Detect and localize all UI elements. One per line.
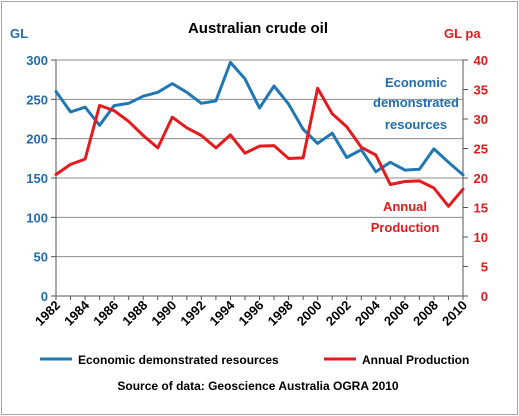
left-axis-tick-label: 100 bbox=[26, 210, 48, 225]
chart-title: Australian crude oil bbox=[188, 20, 328, 37]
left-axis-tick-label: 150 bbox=[26, 171, 48, 186]
x-axis-tick-label: 2000 bbox=[294, 298, 325, 329]
right-axis-tick-label: 35 bbox=[474, 83, 488, 98]
plot-series bbox=[54, 60, 465, 208]
x-axis-tick-label: 2002 bbox=[323, 298, 354, 329]
right-axis-tick-label: 25 bbox=[474, 142, 488, 157]
resources-annotation-line: Economic bbox=[385, 75, 447, 90]
right-axis-tick-label: 5 bbox=[481, 260, 488, 275]
production-annotation-line: Production bbox=[371, 220, 440, 235]
right-axis-tick-label: 10 bbox=[474, 230, 488, 245]
x-axis-tick-label: 1992 bbox=[177, 298, 208, 329]
right-axis-tick-label: 30 bbox=[474, 112, 488, 127]
left-axis-tick-label: 250 bbox=[26, 92, 48, 107]
right-axis-tick-label: 0 bbox=[481, 289, 488, 304]
resources-annotation-line: resources bbox=[385, 117, 447, 132]
legend-item-economic-resources: Economic demonstrated resources bbox=[40, 353, 279, 367]
annual-production-line bbox=[54, 86, 465, 208]
x-axis-tick-label: 1998 bbox=[265, 298, 296, 329]
x-axis-tick-label: 1982 bbox=[32, 298, 63, 329]
x-axis-tick-label: 1990 bbox=[148, 298, 179, 329]
x-axis-tick-label: 1988 bbox=[119, 298, 150, 329]
economic-resources-line bbox=[54, 60, 465, 177]
x-axis-tick-label: 1994 bbox=[206, 297, 238, 329]
legend-label: Economic demonstrated resources bbox=[78, 353, 279, 367]
x-axis-tick-label: 2010 bbox=[439, 298, 470, 329]
legend-label: Annual Production bbox=[362, 353, 469, 367]
x-axis-tick-label: 2006 bbox=[381, 298, 412, 329]
x-axis-tick-label: 1986 bbox=[90, 298, 121, 329]
left-axis-tick-label: 0 bbox=[41, 289, 48, 304]
left-axis-unit: GL bbox=[10, 26, 28, 41]
right-axis-unit: GL pa bbox=[444, 26, 481, 41]
source-note: Source of data: Geoscience Australia OGR… bbox=[117, 379, 399, 393]
right-axis-tick-label: 15 bbox=[474, 201, 488, 216]
x-axis-tick-label: 1996 bbox=[236, 298, 267, 329]
resources-annotation-line: demonstrated bbox=[373, 95, 459, 110]
x-axis-tick-label: 2008 bbox=[410, 298, 441, 329]
x-axis-tick-label: 2004 bbox=[352, 297, 384, 329]
x-axis-tick-label: 1984 bbox=[61, 297, 93, 329]
series-annotations: Economic demonstrated resources Annual Produ… bbox=[371, 75, 459, 235]
production-annotation-line: Annual bbox=[383, 199, 427, 214]
left-axis-tick-label: 200 bbox=[26, 132, 48, 147]
right-axis-tick-label: 40 bbox=[474, 53, 488, 68]
legend-item-annual-production: Annual Production bbox=[324, 353, 469, 367]
left-axis-tick-label: 50 bbox=[34, 250, 48, 265]
gridlines bbox=[56, 59, 463, 258]
legend: Economic demonstrated resources Annual Pr… bbox=[40, 353, 469, 367]
left-axis-tick-label: 300 bbox=[26, 53, 48, 68]
right-axis-tick-label: 20 bbox=[474, 171, 488, 186]
